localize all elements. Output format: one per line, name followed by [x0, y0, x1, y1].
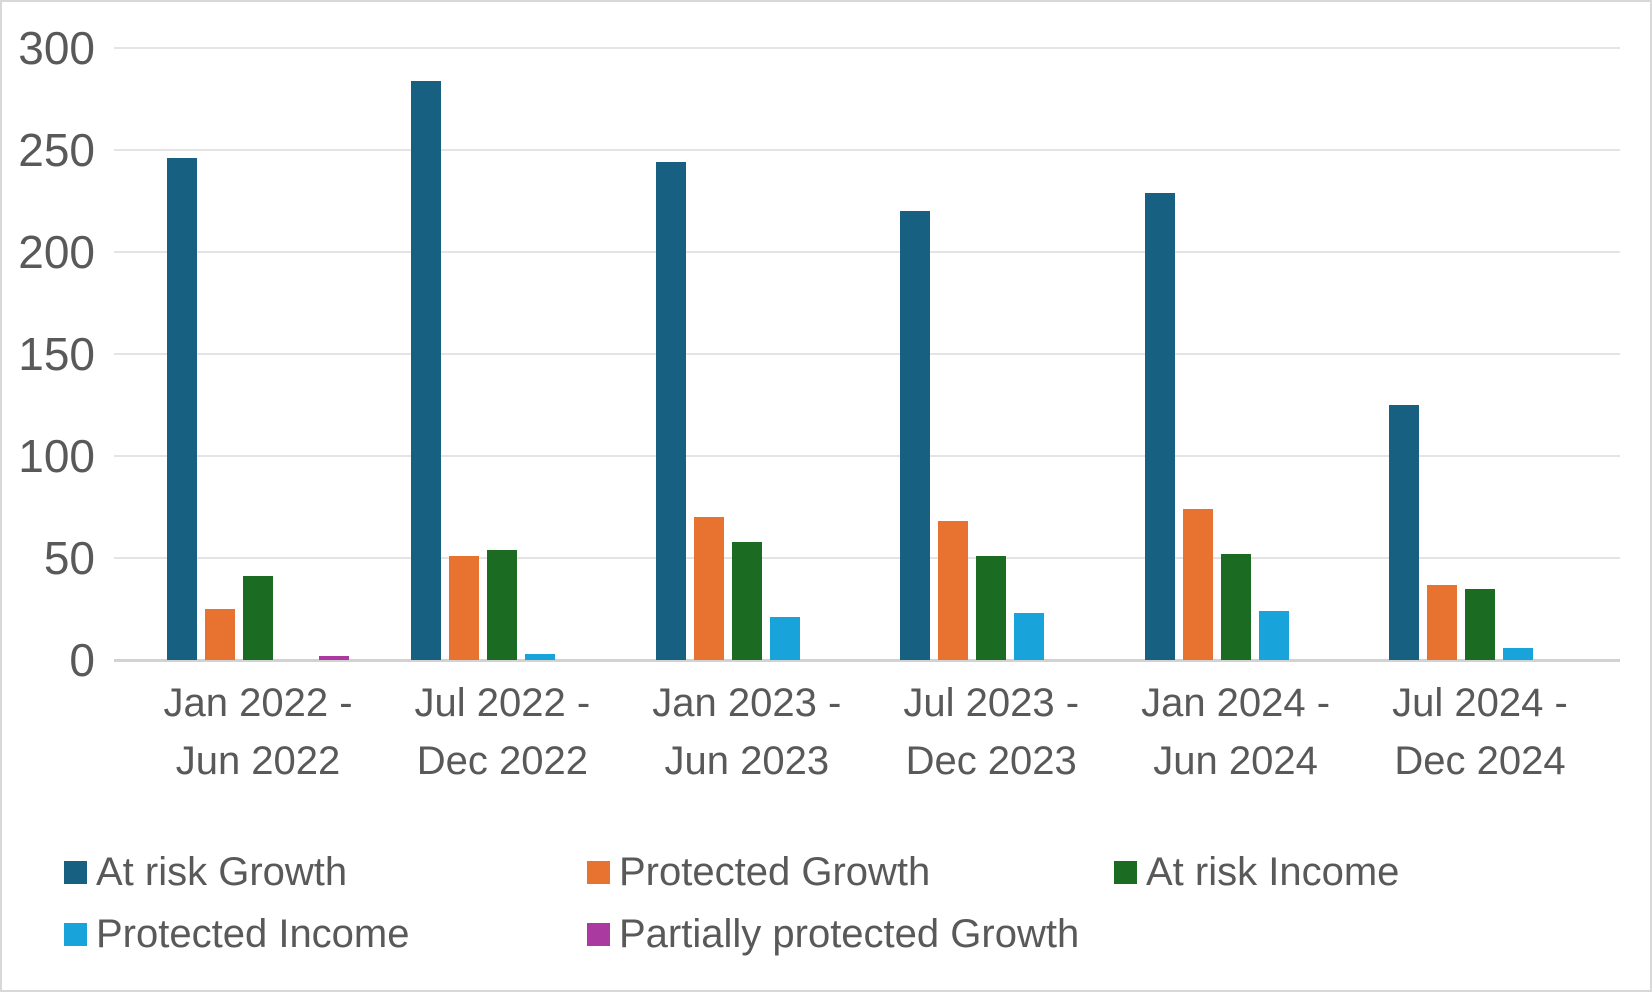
legend-label: Partially protected Growth	[619, 911, 1080, 956]
legend-swatch-partially-protected-growth	[587, 922, 610, 946]
legend-swatch-protected-growth	[587, 860, 610, 884]
gridline-300	[114, 47, 1620, 49]
bar-at-risk-income-jul-2022-[interactable]	[487, 550, 517, 660]
bar-at-risk-growth-jul-2024-[interactable]	[1389, 405, 1419, 660]
bar-partially-protected-growth-jan-2022-[interactable]	[319, 656, 349, 660]
gridline-150	[114, 353, 1620, 355]
x-axis-label-3: Jan 2023 - Jun 2023	[652, 681, 842, 783]
legend-item-protected-income[interactable]: Protected Income	[64, 910, 410, 958]
bar-protected-income-jan-2024-[interactable]	[1259, 611, 1289, 660]
bar-at-risk-growth-jul-2023-[interactable]	[900, 211, 930, 660]
bar-at-risk-income-jan-2023-[interactable]	[732, 542, 762, 660]
bar-at-risk-growth-jan-2022-[interactable]	[167, 158, 197, 660]
bar-at-risk-income-jan-2022-[interactable]	[243, 576, 273, 660]
bar-protected-growth-jul-2024-[interactable]	[1427, 585, 1457, 660]
gridline-200	[114, 251, 1620, 253]
legend-item-protected-growth[interactable]: Protected Growth	[587, 848, 930, 896]
legend-swatch-at-risk-income	[1114, 860, 1137, 884]
y-tick-label-200: 200	[18, 226, 95, 278]
y-tick-label-50: 50	[43, 532, 95, 584]
legend-item-partially-protected-growth[interactable]: Partially protected Growth	[587, 910, 1079, 958]
bar-at-risk-growth-jan-2024-[interactable]	[1145, 193, 1175, 660]
x-axis-line	[114, 659, 1620, 662]
bar-protected-growth-jul-2022-[interactable]	[449, 556, 479, 660]
x-axis-label-4: Jul 2023 - Dec 2023	[903, 681, 1080, 783]
y-tick-label-0: 0	[69, 634, 95, 686]
x-axis-label-6: Jul 2024 - Dec 2024	[1392, 681, 1568, 783]
legend-label: At risk Income	[1146, 849, 1400, 894]
legend-swatch-protected-income	[64, 922, 87, 946]
y-tick-label-150: 150	[18, 328, 95, 380]
gridline-50	[114, 557, 1620, 559]
bar-protected-growth-jan-2022-[interactable]	[205, 609, 235, 660]
bar-at-risk-growth-jul-2022-[interactable]	[411, 81, 441, 660]
gridline-100	[114, 455, 1620, 457]
x-axis-label-5: Jan 2024 - Jun 2024	[1141, 681, 1331, 783]
bar-protected-income-jan-2023-[interactable]	[770, 617, 800, 660]
y-tick-label-100: 100	[18, 430, 95, 482]
x-axis-label-2: Jul 2022 - Dec 2022	[414, 681, 591, 783]
legend-item-at-risk-income[interactable]: At risk Income	[1114, 848, 1399, 896]
gridline-250	[114, 149, 1620, 151]
bar-protected-income-jul-2024-[interactable]	[1503, 648, 1533, 660]
y-tick-label-300: 300	[18, 22, 95, 74]
bar-at-risk-income-jul-2023-[interactable]	[976, 556, 1006, 660]
legend-item-at-risk-growth[interactable]: At risk Growth	[64, 848, 347, 896]
legend-label: At risk Growth	[96, 849, 348, 894]
bar-at-risk-income-jan-2024-[interactable]	[1221, 554, 1251, 660]
bar-at-risk-growth-jan-2023-[interactable]	[656, 162, 686, 660]
legend-swatch-at-risk-growth	[64, 860, 87, 884]
bar-protected-income-jul-2023-[interactable]	[1014, 613, 1044, 660]
y-tick-label-250: 250	[18, 124, 95, 176]
bar-protected-income-jul-2022-[interactable]	[525, 654, 555, 660]
x-axis-label-1: Jan 2022 - Jun 2022	[163, 681, 353, 783]
legend-label: Protected Income	[96, 911, 410, 956]
bar-protected-growth-jul-2023-[interactable]	[938, 521, 968, 660]
legend-label: Protected Growth	[619, 849, 931, 894]
bar-protected-growth-jan-2024-[interactable]	[1183, 509, 1213, 660]
bar-protected-growth-jan-2023-[interactable]	[694, 517, 724, 660]
bar-at-risk-income-jul-2024-[interactable]	[1465, 589, 1495, 660]
